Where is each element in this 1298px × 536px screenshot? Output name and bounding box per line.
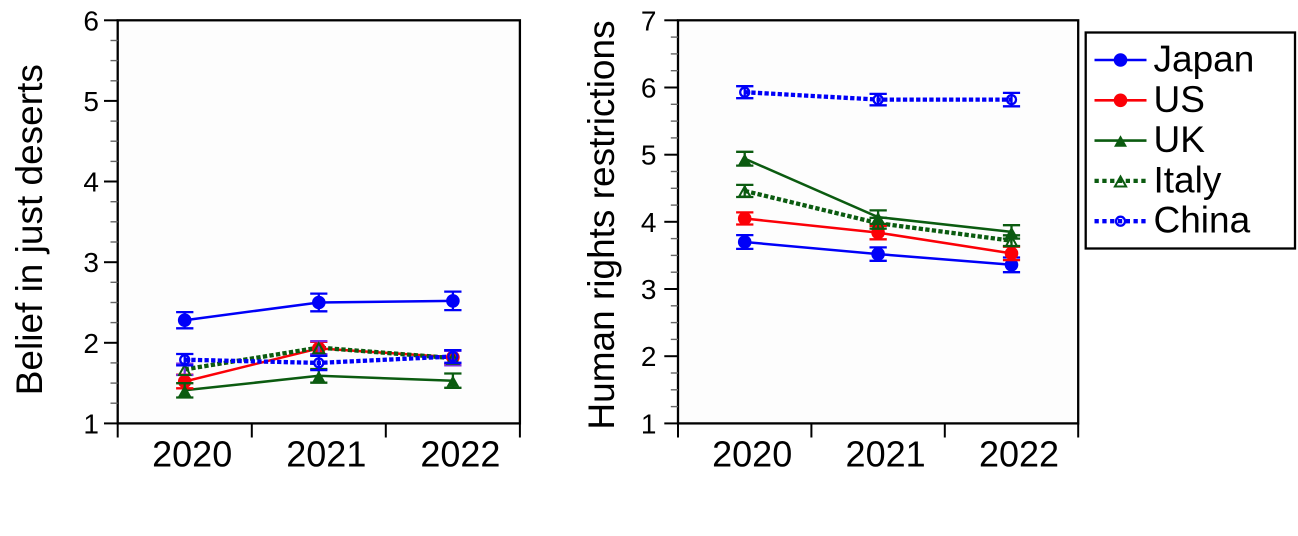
svg-text:4: 4	[641, 207, 657, 238]
svg-text:Human rights restrictions: Human rights restrictions	[581, 20, 622, 429]
svg-text:6: 6	[83, 5, 99, 36]
svg-text:2022: 2022	[420, 434, 500, 475]
svg-text:2021: 2021	[286, 434, 366, 475]
svg-text:3: 3	[83, 247, 99, 278]
svg-text:1: 1	[83, 408, 99, 439]
svg-text:2020: 2020	[712, 434, 792, 475]
svg-text:US: US	[1154, 79, 1205, 120]
svg-text:1: 1	[641, 408, 657, 439]
svg-text:Belief in just deserts: Belief in just deserts	[9, 64, 50, 395]
svg-text:3: 3	[641, 274, 657, 305]
svg-text:6: 6	[641, 73, 657, 104]
svg-text:7: 7	[641, 5, 657, 36]
svg-text:2022: 2022	[979, 434, 1059, 475]
svg-text:5: 5	[641, 140, 657, 171]
svg-text:2: 2	[83, 328, 99, 359]
svg-text:5: 5	[83, 86, 99, 117]
svg-text:UK: UK	[1154, 119, 1206, 160]
svg-text:4: 4	[83, 167, 99, 198]
svg-text:2: 2	[641, 341, 657, 372]
svg-text:China: China	[1154, 200, 1251, 241]
svg-text:2020: 2020	[152, 434, 232, 475]
svg-text:Japan: Japan	[1154, 39, 1255, 80]
svg-text:2021: 2021	[846, 434, 926, 475]
svg-text:Italy: Italy	[1154, 159, 1222, 200]
